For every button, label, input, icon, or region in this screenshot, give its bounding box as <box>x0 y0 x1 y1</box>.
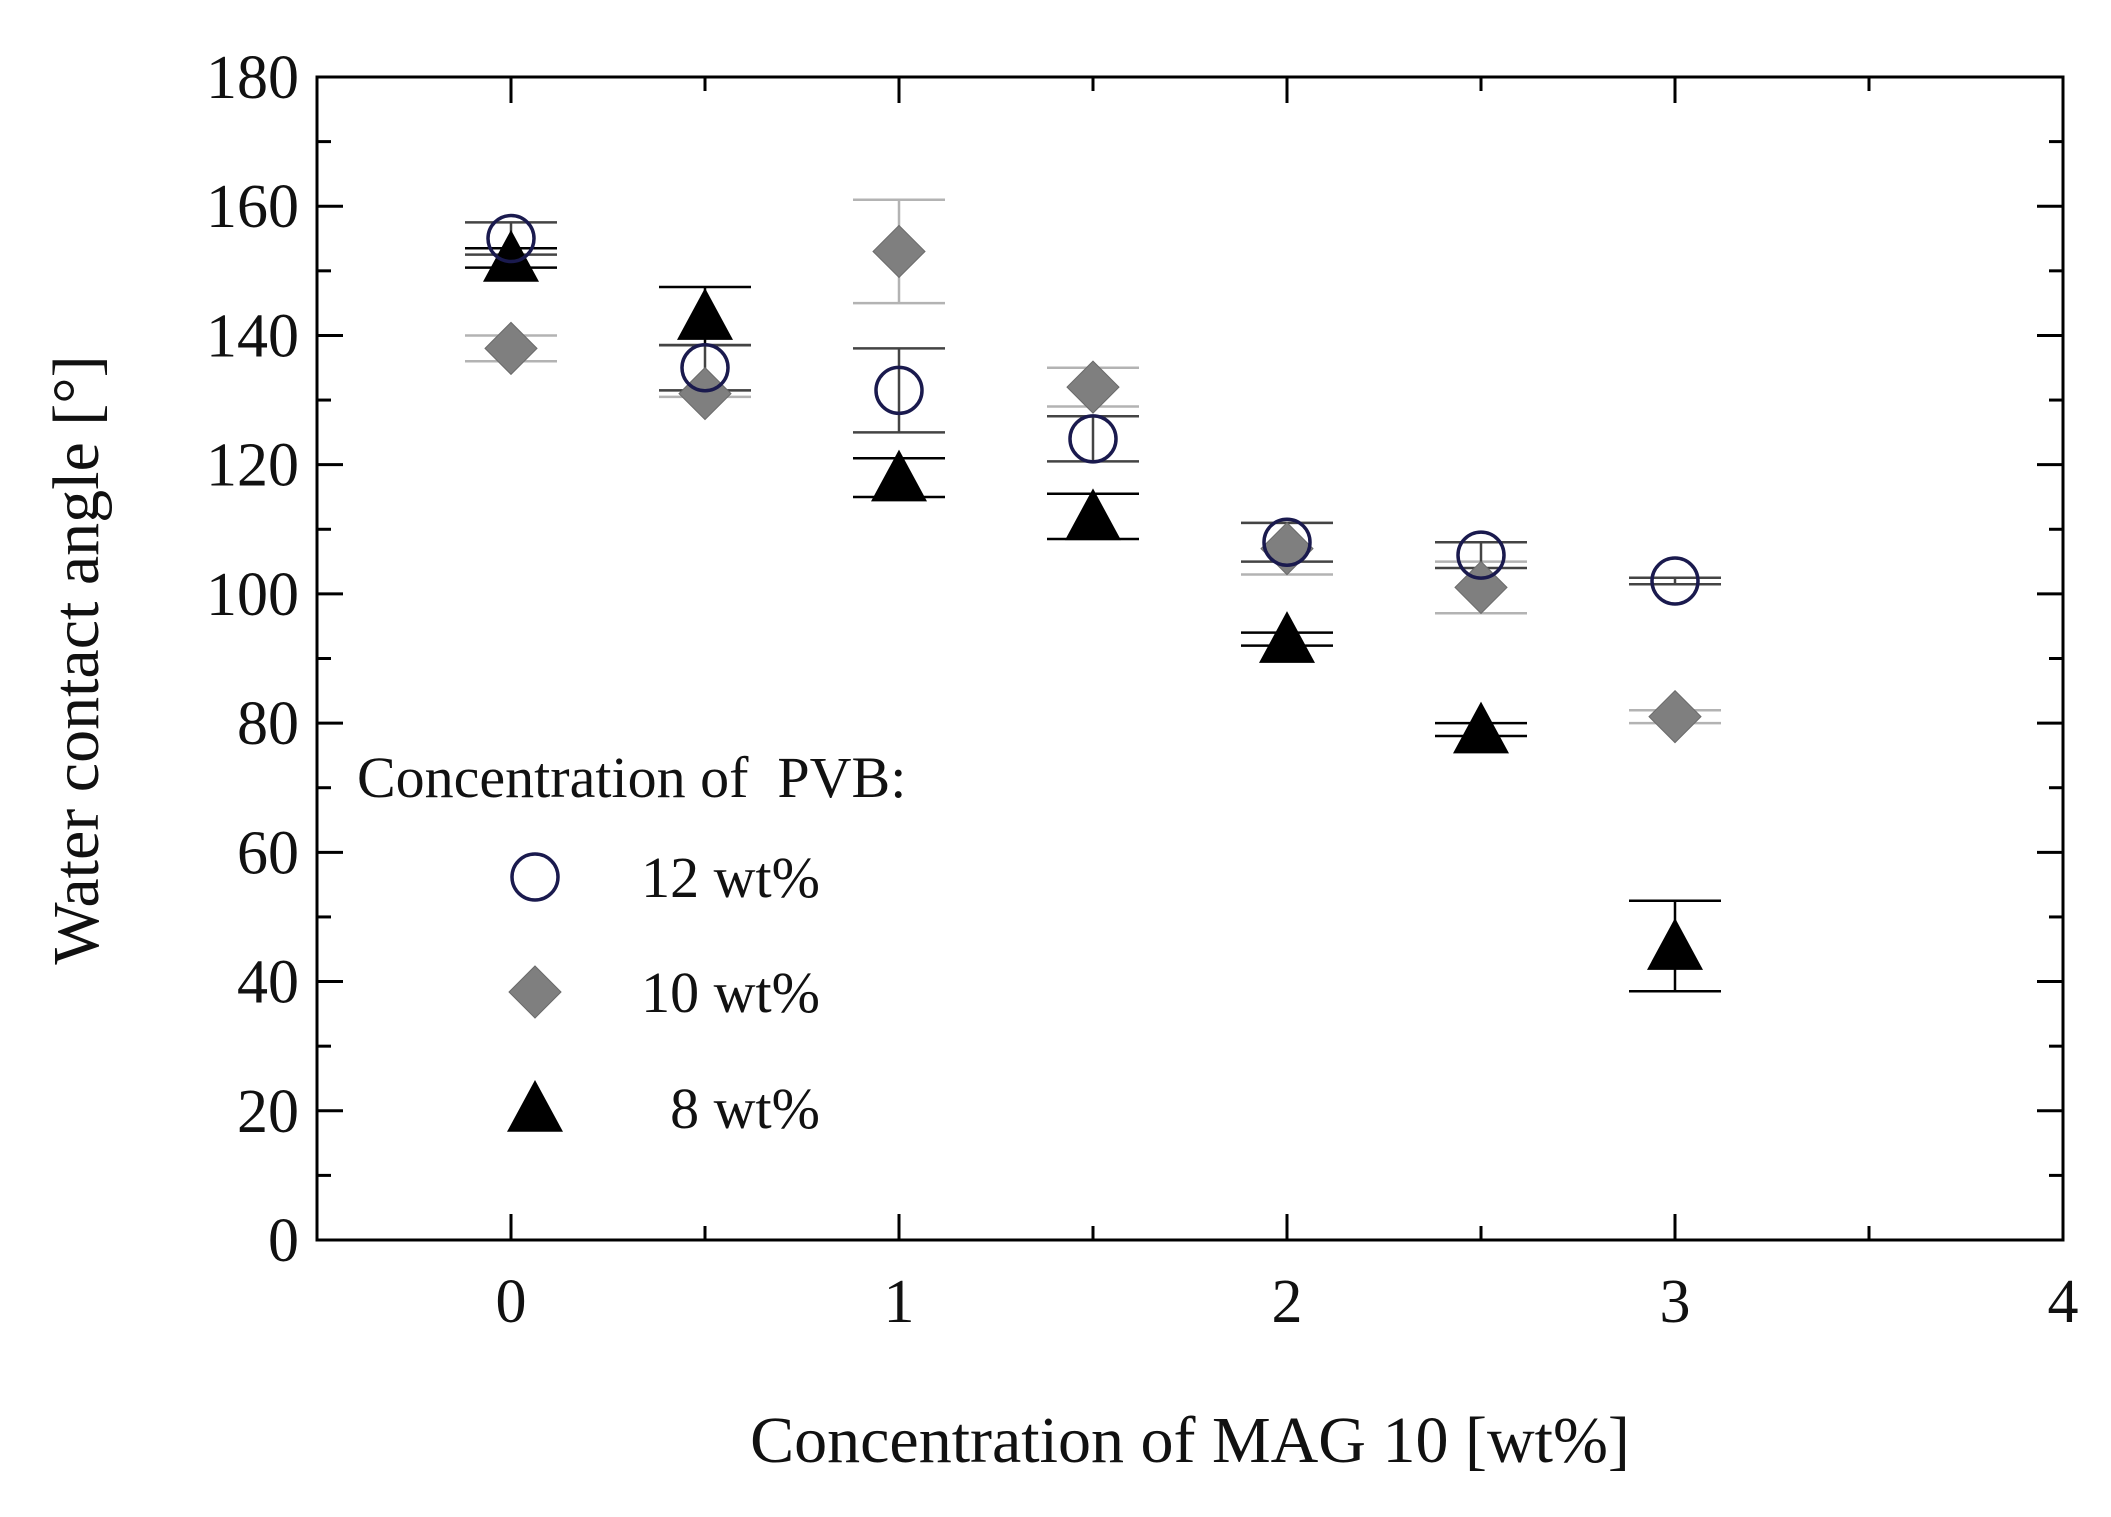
data-point-8-wtpct <box>1453 701 1509 754</box>
data-point-12-wtpct <box>1456 530 1506 580</box>
data-point-12-wtpct <box>680 343 730 393</box>
legend-label-10-wtpct: 10 wt% <box>641 960 820 1025</box>
y-tick-label: 100 <box>206 561 299 629</box>
data-point-8-wtpct <box>1065 488 1121 541</box>
x-tick-label: 1 <box>884 1268 915 1336</box>
data-point-10-wtpct <box>1066 360 1120 414</box>
x-axis-title: Concentration of MAG 10 [wt%] <box>750 1404 1630 1477</box>
legend-marker-10-wtpct <box>508 965 562 1019</box>
tick-labels: 0 20 40 60 80 100 120 140 160 180 0 1 2 3 4 <box>206 44 2079 1336</box>
y-tick-label: 60 <box>237 819 299 887</box>
y-tick-label: 20 <box>237 1078 299 1146</box>
x-tick-label: 0 <box>496 1268 527 1336</box>
data-markers <box>483 213 1703 970</box>
y-axis-title: Water contact angle [°] <box>40 355 113 964</box>
data-point-12-wtpct <box>1650 556 1700 606</box>
axis-ticks <box>315 75 2065 1242</box>
data-point-8-wtpct <box>1647 918 1703 970</box>
data-point-10-wtpct <box>484 321 538 376</box>
y-tick-label: 40 <box>237 949 299 1017</box>
y-tick-label: 140 <box>206 302 299 370</box>
legend-label-12-wtpct: 12 wt% <box>641 845 820 910</box>
data-point-10-wtpct <box>872 224 926 279</box>
x-tick-label: 4 <box>2048 1268 2079 1336</box>
data-point-8-wtpct <box>1259 611 1315 663</box>
y-tick-label: 0 <box>268 1207 299 1275</box>
legend-label-8-wtpct: 8 wt% <box>670 1076 820 1141</box>
legend-title: Concentration of PVB: <box>357 745 906 810</box>
data-point-8-wtpct <box>871 449 927 502</box>
y-tick-label: 160 <box>206 173 299 241</box>
y-tick-label: 180 <box>206 44 299 112</box>
legend-marker-8-wtpct <box>507 1080 563 1132</box>
plot-frame <box>315 75 2065 1242</box>
data-point-12-wtpct <box>1068 414 1118 464</box>
data-point-12-wtpct <box>1262 517 1312 567</box>
data-point-10-wtpct <box>678 366 732 421</box>
y-tick-label: 120 <box>206 432 299 500</box>
data-point-8-wtpct <box>483 229 539 282</box>
data-point-10-wtpct <box>1648 689 1702 744</box>
legend: Concentration of PVB: 12 wt% 10 wt% 8 wt% <box>357 745 906 1141</box>
x-tick-label: 2 <box>1272 1268 1303 1336</box>
y-tick-label: 80 <box>237 690 299 758</box>
data-point-12-wtpct <box>486 213 536 264</box>
legend-marker-12-wtpct <box>510 852 560 902</box>
data-point-12-wtpct <box>874 365 924 416</box>
x-tick-label: 3 <box>1660 1268 1691 1336</box>
data-point-8-wtpct <box>677 288 733 340</box>
